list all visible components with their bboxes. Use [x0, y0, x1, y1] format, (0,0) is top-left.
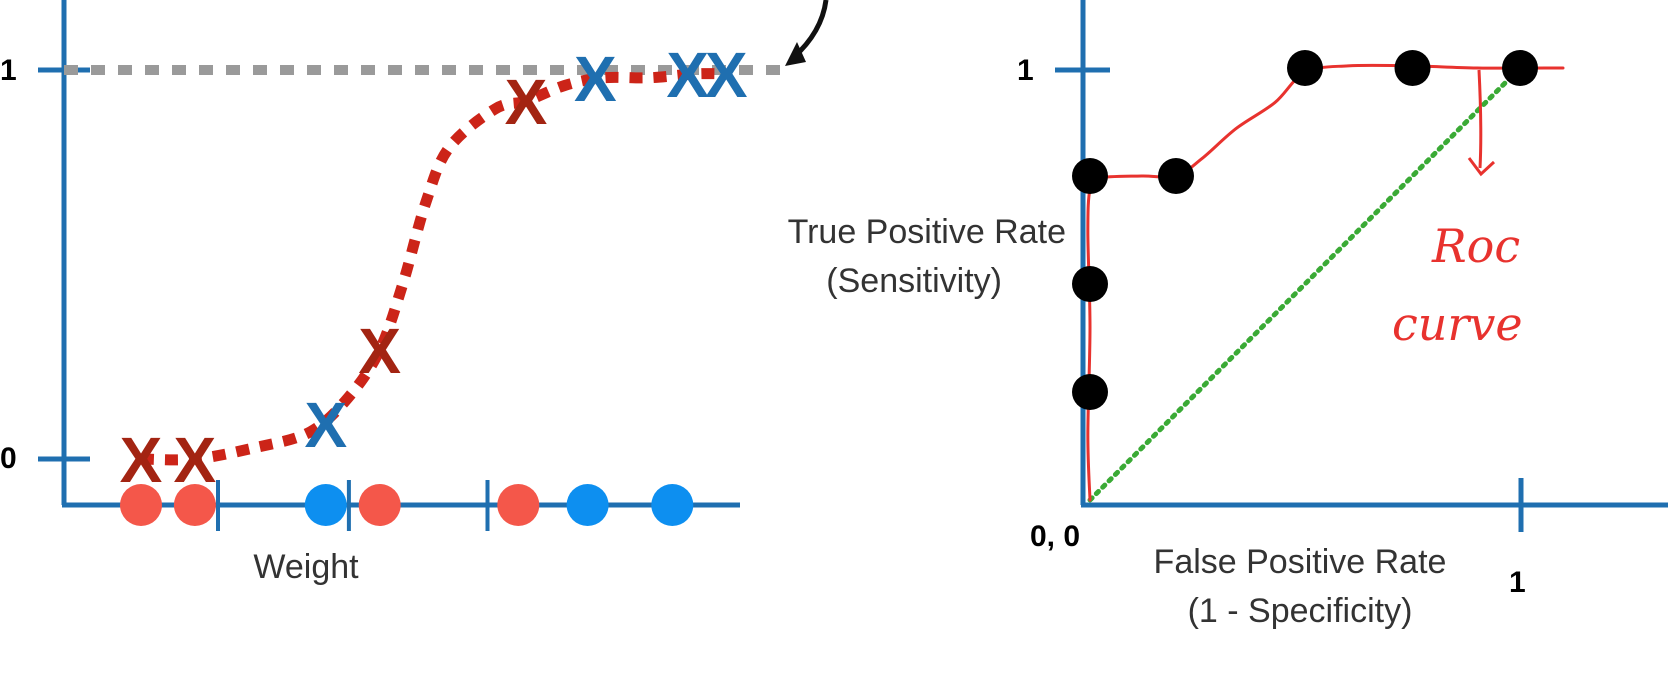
weight-dots — [120, 484, 694, 526]
not-obese-x-marker: X — [505, 66, 548, 138]
roc-point — [1394, 50, 1431, 86]
not-obese-x-marker: X — [358, 315, 401, 387]
not-obese-weight-dot — [497, 484, 540, 526]
obese-x-marker: X — [705, 39, 748, 111]
right-xtick-label-1: 1 — [1509, 566, 1526, 599]
threshold-ticks — [216, 480, 490, 531]
obese-weight-dot — [304, 484, 347, 526]
right-y-axis-label-line1: True Positive Rate — [788, 213, 1066, 251]
annotation-pointer — [1477, 69, 1483, 169]
obese-x-marker: X — [574, 43, 617, 115]
right-x-axis-label-line1: False Positive Rate — [1154, 543, 1447, 581]
left-ytick-label-0: 0 — [0, 442, 17, 475]
obese-x-marker: X — [304, 389, 347, 461]
roc-point — [1502, 50, 1538, 86]
roc-point — [1158, 158, 1194, 194]
not-obese-weight-dot — [173, 484, 216, 526]
x-markers: X X XXX X XX — [120, 39, 748, 496]
obese-x-marker: X — [666, 39, 709, 111]
not-obese-weight-dot — [358, 484, 401, 526]
left-x-axis-label: Weight — [253, 548, 359, 586]
annotation-curve: curve — [1392, 297, 1523, 351]
roc-point — [1287, 50, 1323, 86]
roc-point — [1072, 158, 1108, 194]
right-origin-label: 0, 0 — [1030, 520, 1080, 553]
logistic-curve — [140, 68, 727, 466]
logistic-regression-chart: 1 0 Weight X X XXX X XX — [0, 0, 829, 586]
annotation-roc: Roc — [1431, 219, 1520, 273]
not-obese-x-marker: X — [120, 424, 163, 496]
right-ytick-label-1: 1 — [1017, 54, 1034, 87]
roc-points — [1072, 50, 1538, 410]
random-guess-diagonal — [1087, 65, 1523, 503]
roc-point — [1072, 374, 1108, 410]
obese-weight-dot — [651, 484, 694, 526]
roc-point — [1072, 266, 1108, 302]
roc-chart: 1 0, 0 1 True Positive Rate (Sensitivity… — [788, 0, 1668, 630]
not-obese-x-marker: X — [174, 424, 217, 496]
not-obese-weight-dot — [120, 484, 162, 526]
annotation-pointer-head — [1467, 157, 1496, 177]
right-x-axis-label-line2: (1 - Specificity) — [1188, 592, 1413, 630]
obese-weight-dot — [566, 484, 609, 526]
arrow-head — [785, 42, 806, 66]
right-y-axis-label-line2: (Sensitivity) — [826, 262, 1002, 300]
left-ytick-label-1: 1 — [0, 54, 17, 87]
